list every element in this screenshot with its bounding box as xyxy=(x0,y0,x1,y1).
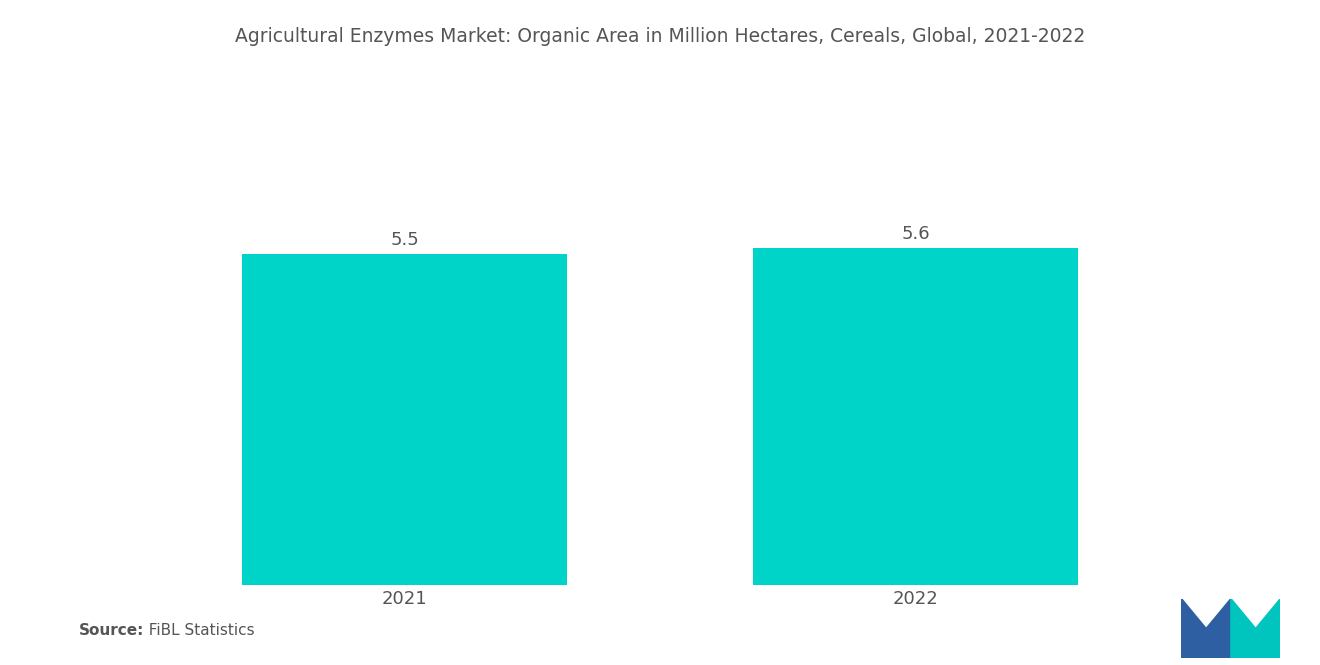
Bar xyxy=(242,253,568,585)
Text: FiBL Statistics: FiBL Statistics xyxy=(139,623,255,638)
Polygon shape xyxy=(1232,598,1280,658)
Bar xyxy=(752,247,1078,585)
Text: Agricultural Enzymes Market: Organic Area in Million Hectares, Cereals, Global, : Agricultural Enzymes Market: Organic Are… xyxy=(235,27,1085,46)
Text: 5.5: 5.5 xyxy=(391,231,418,249)
Text: 5.6: 5.6 xyxy=(902,225,929,243)
Text: Source:: Source: xyxy=(79,623,145,638)
Polygon shape xyxy=(1181,598,1232,658)
